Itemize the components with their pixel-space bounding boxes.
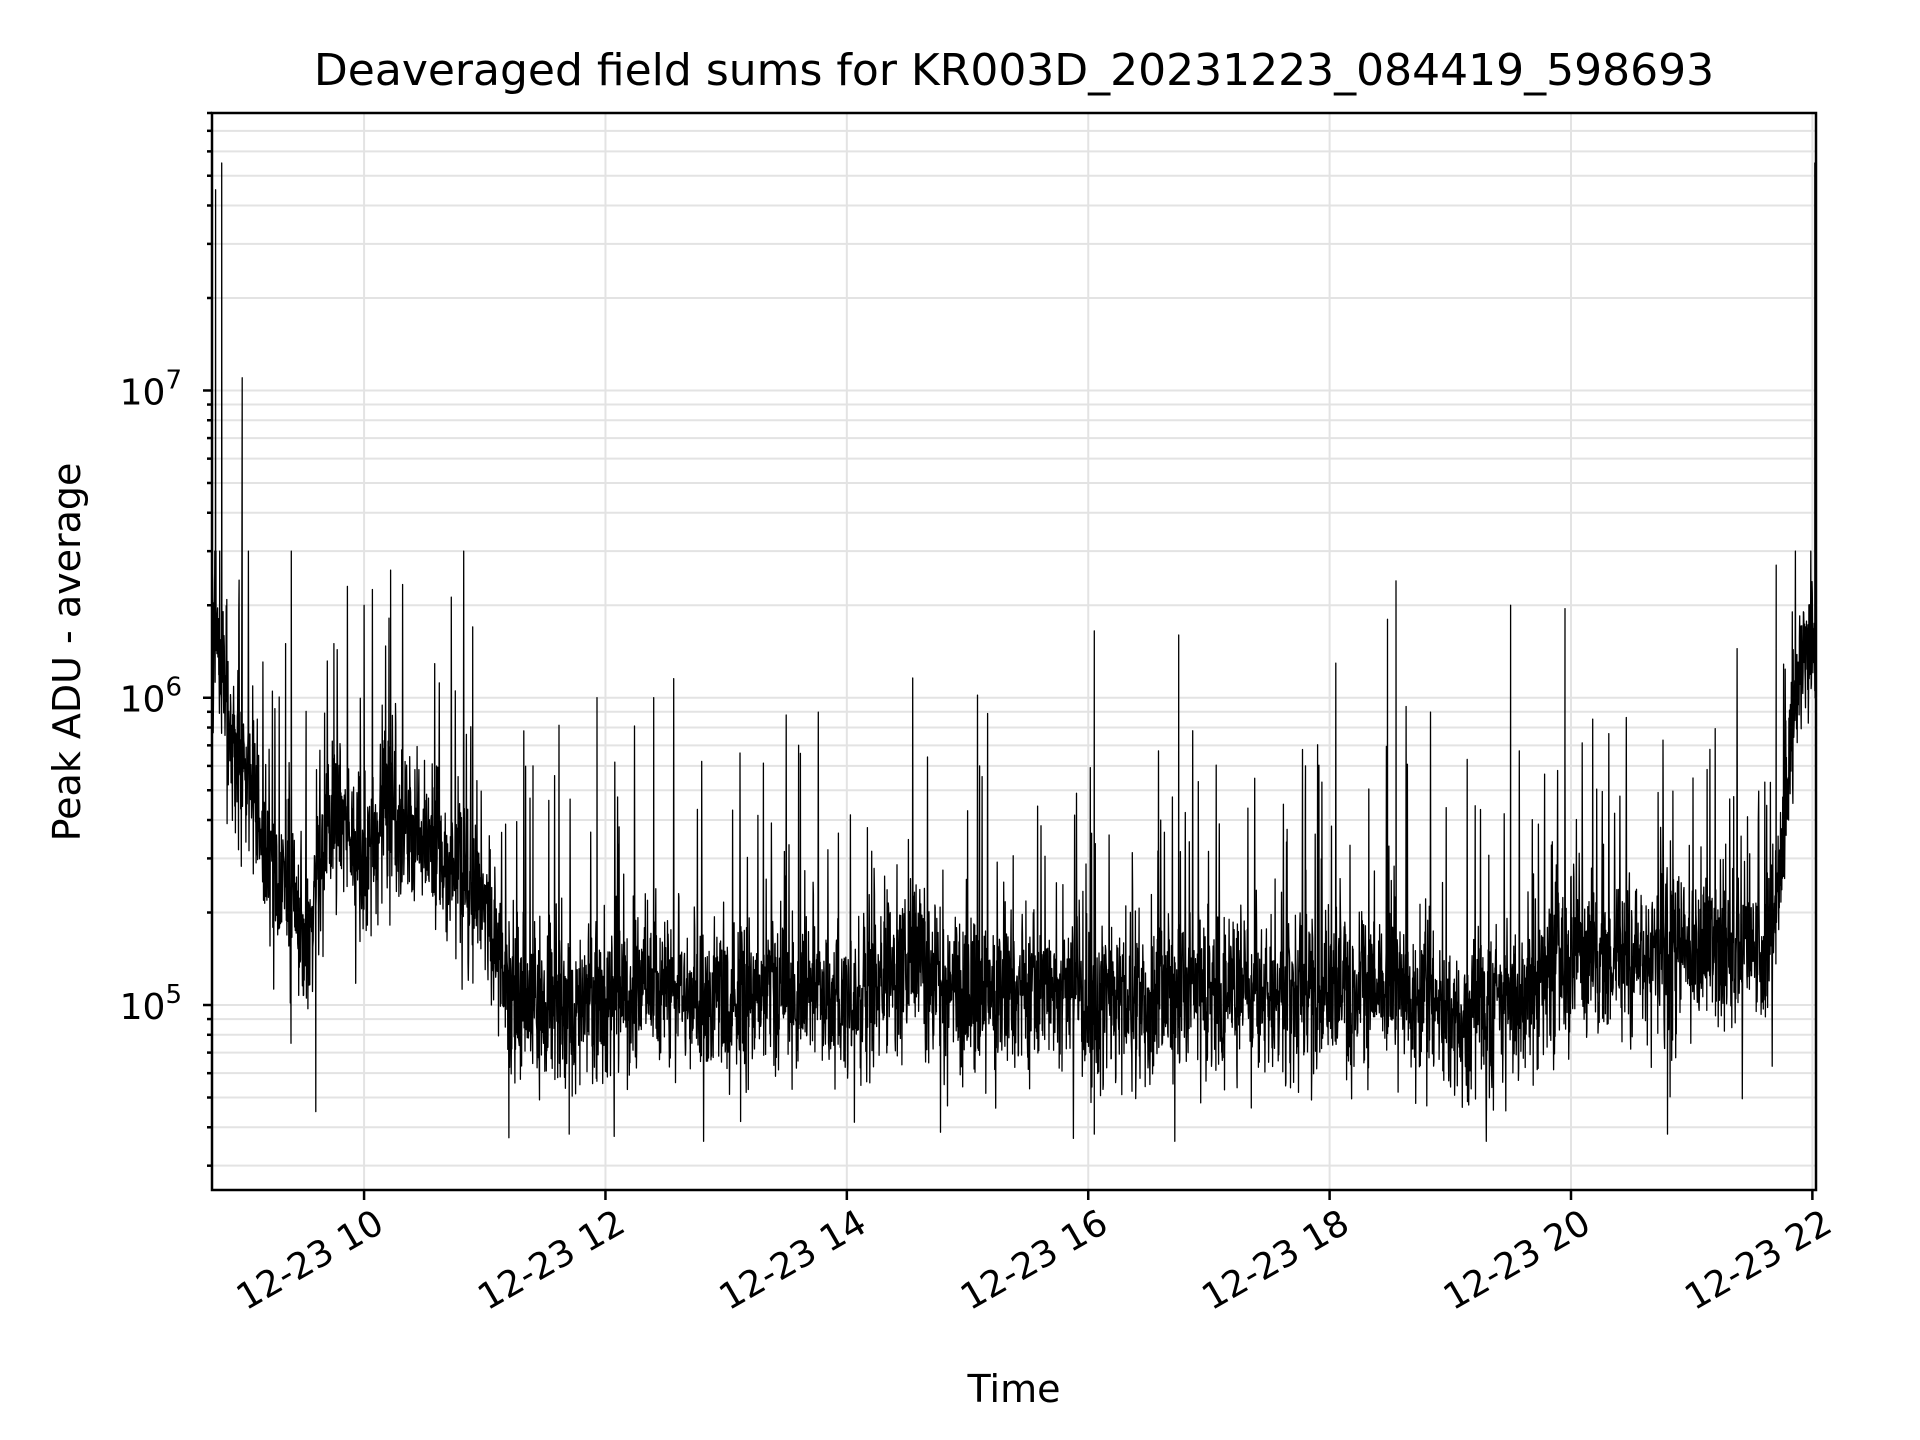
series-line [211,162,1817,1142]
plot-frame [210,111,1818,1192]
x-axis-label: Time [967,1367,1061,1411]
data-series [211,162,1817,1142]
y-tick-label: 105 [120,980,182,1028]
y-tick-label: 106 [120,673,182,721]
chart-title: Deaveraged field sums for KR003D_2023122… [314,45,1714,96]
y-axis-label: Peak ADU - average [45,463,89,842]
y-tick-label: 107 [120,365,182,413]
